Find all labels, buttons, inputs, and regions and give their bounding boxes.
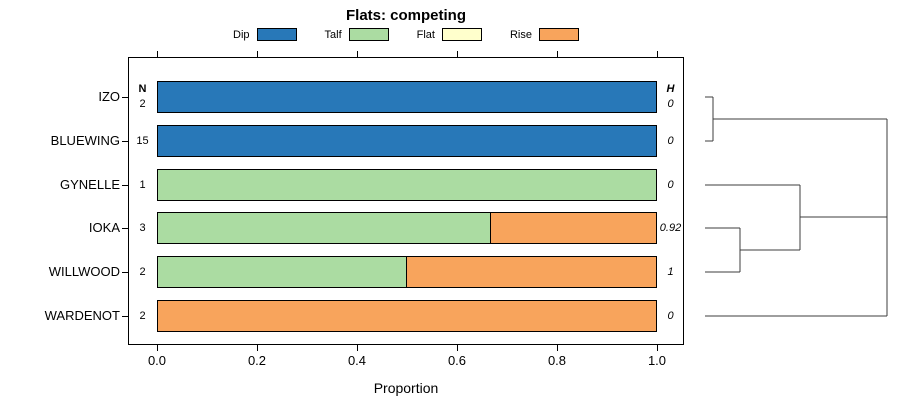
chart-title: Flats: competing bbox=[345, 7, 466, 24]
y-axis-tick bbox=[122, 185, 128, 186]
x-axis-tick-top bbox=[457, 51, 458, 57]
x-axis-tick-bottom bbox=[557, 345, 558, 351]
x-axis-tick-bottom bbox=[257, 345, 258, 351]
x-axis-tick-top bbox=[657, 51, 658, 57]
h-column-header: H bbox=[666, 83, 675, 95]
legend: Dip Talf Flat Rise bbox=[128, 27, 684, 42]
x-tick-label: 1.0 bbox=[647, 353, 667, 368]
n-column-header: N bbox=[138, 83, 147, 95]
x-axis-tick-top bbox=[557, 51, 558, 57]
x-axis-tick-bottom bbox=[457, 345, 458, 351]
legend-label: Flat bbox=[416, 28, 435, 41]
legend-item-dip: Dip bbox=[233, 28, 297, 41]
x-axis-tick-bottom bbox=[157, 345, 158, 351]
legend-item-talf: Talf bbox=[325, 28, 389, 41]
legend-swatch-dip bbox=[256, 28, 297, 41]
y-axis-tick bbox=[122, 228, 128, 229]
bar-wardenot-rise bbox=[157, 300, 657, 332]
x-tick-label: 0.4 bbox=[347, 353, 367, 368]
n-value: 1 bbox=[139, 179, 146, 191]
h-value: 0 bbox=[667, 135, 674, 147]
y-axis-label: BLUEWING bbox=[50, 133, 120, 148]
legend-swatch-flat bbox=[441, 28, 482, 41]
legend-label: Rise bbox=[509, 28, 532, 41]
bar-willwood-rise bbox=[406, 256, 657, 288]
legend-swatch-rise bbox=[539, 28, 579, 41]
x-axis-tick-top bbox=[157, 51, 158, 57]
bar-bluewing-dip bbox=[157, 125, 657, 157]
n-value: 2 bbox=[139, 310, 146, 322]
legend-item-flat: Flat bbox=[417, 28, 482, 41]
bar-willwood-talf bbox=[157, 256, 407, 288]
legend-label: Talf bbox=[324, 28, 342, 41]
h-value: 0 bbox=[667, 310, 674, 322]
y-axis-tick bbox=[122, 272, 128, 273]
n-value: 2 bbox=[139, 266, 146, 278]
n-value: 3 bbox=[139, 222, 146, 234]
h-value: 0 bbox=[667, 179, 674, 191]
y-axis-label: GYNELLE bbox=[60, 177, 120, 192]
x-tick-label: 0.0 bbox=[147, 353, 167, 368]
bar-ioka-rise bbox=[490, 212, 657, 244]
h-value: 0.92 bbox=[659, 222, 682, 234]
n-value: 2 bbox=[139, 98, 146, 110]
x-tick-label: 0.8 bbox=[547, 353, 567, 368]
y-axis-label: WARDENOT bbox=[44, 308, 120, 323]
legend-label: Dip bbox=[233, 28, 250, 41]
y-axis-label: IOKA bbox=[88, 220, 120, 235]
x-axis-title: Proportion bbox=[373, 380, 439, 396]
y-axis-label: IZO bbox=[98, 89, 120, 104]
h-value: 0 bbox=[667, 98, 674, 110]
x-tick-label: 0.6 bbox=[447, 353, 467, 368]
y-axis-tick bbox=[122, 316, 128, 317]
y-axis-label: WILLWOOD bbox=[48, 264, 120, 279]
x-axis-tick-top bbox=[257, 51, 258, 57]
plot-area bbox=[128, 57, 684, 345]
bar-izo-dip bbox=[157, 81, 657, 113]
x-axis-tick-bottom bbox=[657, 345, 658, 351]
legend-swatch-talf bbox=[348, 28, 389, 41]
y-axis-tick bbox=[122, 97, 128, 98]
bar-gynelle-talf bbox=[157, 169, 657, 201]
n-value: 15 bbox=[136, 135, 149, 147]
h-value: 1 bbox=[667, 266, 674, 278]
legend-item-rise: Rise bbox=[510, 28, 579, 41]
x-axis-tick-bottom bbox=[357, 345, 358, 351]
x-tick-label: 0.2 bbox=[247, 353, 267, 368]
y-axis-tick bbox=[122, 141, 128, 142]
bar-ioka-talf bbox=[157, 212, 491, 244]
x-axis-tick-top bbox=[357, 51, 358, 57]
